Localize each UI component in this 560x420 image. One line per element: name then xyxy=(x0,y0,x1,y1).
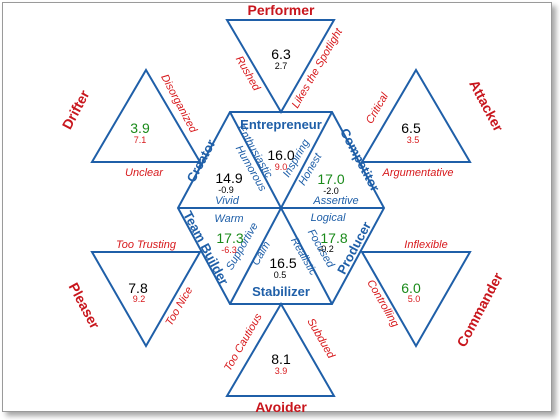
pleaser-triangle xyxy=(90,251,202,349)
commander-score: 6.0 xyxy=(401,280,421,296)
commander-label-controlling: Controlling xyxy=(364,278,401,330)
drifter-score: 3.9 xyxy=(130,120,150,136)
attacker-label-argumentative: Argumentative xyxy=(382,167,454,179)
performer-title: Performer xyxy=(248,2,315,18)
drifter-label-unclear: Unclear xyxy=(125,167,164,179)
performer-triangle xyxy=(225,19,336,114)
attacker-title: Attacker xyxy=(466,77,507,134)
drifter-triangle xyxy=(90,68,202,163)
avoider-title: Avoider xyxy=(255,399,307,415)
central-hexagon xyxy=(176,111,386,305)
entrepreneur-score: 16.0 xyxy=(267,147,294,163)
performer-label-likes-spotlight: Likes the Spotlight xyxy=(290,26,346,111)
drifter-sub: 7.1 xyxy=(134,135,147,145)
entrepreneur-delta: 9.0 xyxy=(275,162,288,172)
team-builder-score: 17.3 xyxy=(216,230,243,246)
pleaser-sub: 9.2 xyxy=(133,294,146,304)
team-builder-delta: -6.3 xyxy=(221,245,237,255)
producer-delta: -0.2 xyxy=(318,244,334,254)
producer-title: Producer xyxy=(334,219,374,276)
avoider-triangle xyxy=(225,302,336,397)
competitor-delta: -2.0 xyxy=(323,186,339,196)
commander-triangle xyxy=(360,251,472,349)
competitor-score: 17.0 xyxy=(317,171,344,187)
attacker-score: 6.5 xyxy=(401,120,421,136)
producer-trait-logical: Logical xyxy=(311,212,346,224)
commander-title: Commander xyxy=(453,269,506,349)
creator-score: 14.9 xyxy=(215,170,242,186)
attacker-triangle xyxy=(360,68,472,163)
creator-delta: -0.9 xyxy=(218,185,234,195)
avoider-sub: 3.9 xyxy=(275,366,288,376)
stabilizer-title: Stabilizer xyxy=(252,284,310,299)
commander-label-inflexible: Inflexible xyxy=(404,239,447,251)
pleaser-title: Pleaser xyxy=(66,280,104,332)
drifter-title: Drifter xyxy=(59,87,93,132)
producer-score: 17.8 xyxy=(320,230,347,246)
competitor-trait-assertive: Assertive xyxy=(312,195,358,207)
creator-trait-vivid: Vivid xyxy=(215,195,240,207)
avoider-score: 8.1 xyxy=(271,351,291,367)
commander-sub: 5.0 xyxy=(408,294,421,304)
attacker-sub: 3.5 xyxy=(407,135,420,145)
performer-sub: 2.7 xyxy=(275,61,288,71)
pleaser-label-too-trusting: Too Trusting xyxy=(116,239,177,251)
team-builder-trait-warm: Warm xyxy=(214,213,243,225)
performer-score: 6.3 xyxy=(271,46,291,62)
stabilizer-score: 16.5 xyxy=(269,255,296,271)
pleaser-score: 7.8 xyxy=(128,280,148,296)
stabilizer-delta: 0.5 xyxy=(274,270,287,280)
entrepreneur-title: Entrepreneur xyxy=(240,117,322,132)
